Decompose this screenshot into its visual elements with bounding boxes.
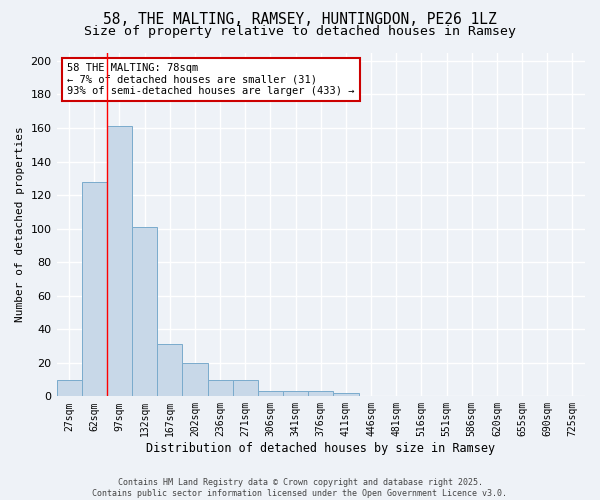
Text: 58 THE MALTING: 78sqm
← 7% of detached houses are smaller (31)
93% of semi-detac: 58 THE MALTING: 78sqm ← 7% of detached h…	[67, 63, 355, 96]
Bar	[182, 363, 208, 396]
Text: Contains HM Land Registry data © Crown copyright and database right 2025.
Contai: Contains HM Land Registry data © Crown c…	[92, 478, 508, 498]
Y-axis label: Number of detached properties: Number of detached properties	[15, 126, 25, 322]
Bar	[208, 380, 233, 396]
Bar	[82, 182, 107, 396]
Bar	[233, 380, 258, 396]
Bar	[56, 380, 82, 396]
Bar	[308, 392, 334, 396]
Bar	[132, 227, 157, 396]
Bar	[258, 392, 283, 396]
Bar	[334, 393, 359, 396]
Text: Size of property relative to detached houses in Ramsey: Size of property relative to detached ho…	[84, 25, 516, 38]
Text: 58, THE MALTING, RAMSEY, HUNTINGDON, PE26 1LZ: 58, THE MALTING, RAMSEY, HUNTINGDON, PE2…	[103, 12, 497, 28]
Bar	[157, 344, 182, 397]
Bar	[283, 392, 308, 396]
Bar	[107, 126, 132, 396]
X-axis label: Distribution of detached houses by size in Ramsey: Distribution of detached houses by size …	[146, 442, 496, 455]
